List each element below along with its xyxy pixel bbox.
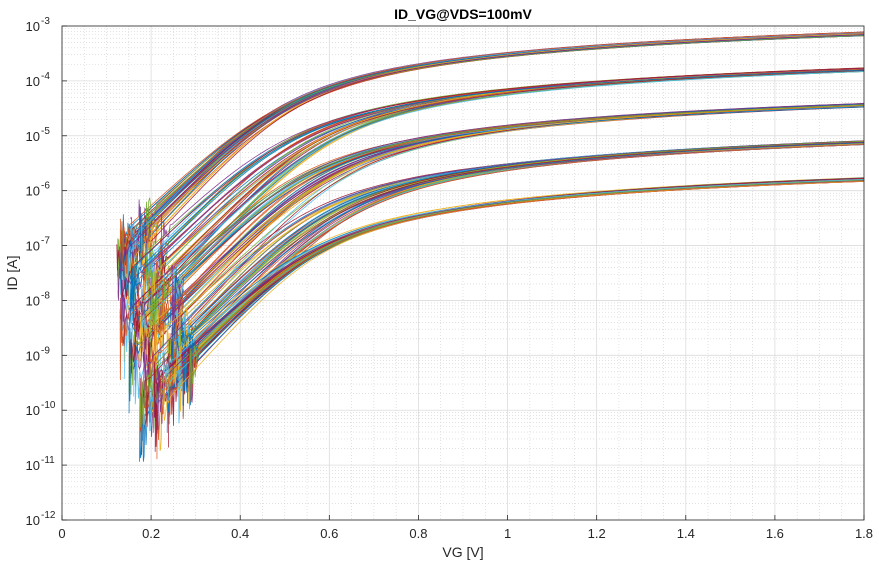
x-tick-label: 0.6 [320, 526, 338, 541]
y-tick-label: 10 [26, 293, 40, 308]
x-tick-label: 1 [504, 526, 511, 541]
x-tick-label: 1.2 [588, 526, 606, 541]
y-tick-label: 10 [26, 129, 40, 144]
x-tick-label: 0.8 [409, 526, 427, 541]
series-line [154, 104, 864, 369]
series-line [169, 142, 864, 389]
y-tick-label: 10 [26, 19, 40, 34]
y-tick-exponent: -9 [41, 345, 50, 356]
y-tick-label: 10 [26, 513, 40, 528]
plot-frame [61, 25, 865, 521]
y-tick-label: 10 [26, 74, 40, 89]
series-line [117, 34, 864, 301]
curves [116, 31, 864, 462]
y-tick-label: 10 [26, 458, 40, 473]
x-tick-label: 0.4 [231, 526, 249, 541]
y-tick-exponent: -11 [41, 455, 55, 466]
y-tick-label: 10 [26, 239, 40, 254]
y-axis-label: ID [A] [4, 255, 20, 290]
series-line [174, 106, 864, 320]
y-tick-exponent: -6 [41, 181, 50, 192]
series-line [129, 69, 864, 324]
y-tick-exponent: -8 [41, 290, 50, 301]
series-line [121, 67, 864, 326]
y-tick-exponent: -7 [41, 236, 50, 247]
series-line [171, 103, 864, 327]
y-tick-exponent: -12 [41, 510, 56, 521]
x-tick-label: 1.6 [766, 526, 784, 541]
series-line [125, 31, 864, 274]
series-line [188, 179, 864, 410]
y-tick-label: 10 [26, 403, 40, 418]
series-line [170, 105, 864, 379]
series-line [163, 178, 864, 415]
x-tick-label: 0 [58, 526, 65, 541]
y-tick-label: 10 [26, 184, 40, 199]
series-line [168, 140, 864, 406]
x-tick-label: 1.8 [855, 526, 873, 541]
series-line [121, 67, 864, 298]
x-tick-label: 0.2 [142, 526, 160, 541]
x-tick-label: 1.4 [677, 526, 695, 541]
series-line [150, 104, 864, 358]
y-tick-exponent: -3 [41, 16, 50, 27]
series-line [151, 68, 864, 321]
series-line [157, 71, 864, 339]
series-line [119, 70, 864, 345]
y-tick-exponent: -10 [41, 400, 56, 411]
y-tick-exponent: -4 [41, 71, 50, 82]
y-tick-exponent: -5 [41, 126, 50, 137]
x-axis-label: VG [V] [442, 544, 483, 560]
y-tick-label: 10 [26, 348, 40, 363]
series-line [144, 32, 864, 273]
chart-title: ID_VG@VDS=100mV [394, 6, 532, 22]
